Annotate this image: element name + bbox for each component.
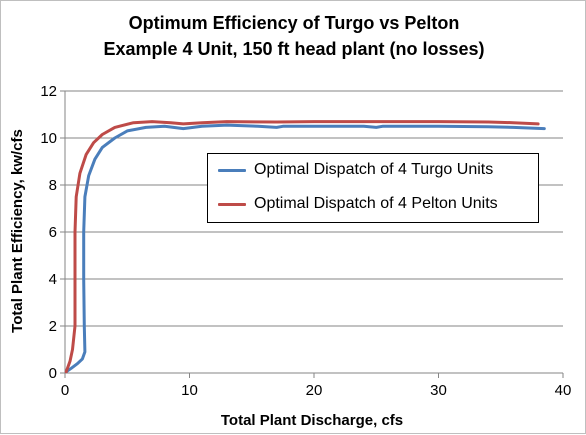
- turgo-series-line: [64, 123, 546, 374]
- series-layer: [64, 120, 546, 374]
- legend-swatch-turgo: [218, 168, 246, 172]
- chart-title: Optimum Efficiency of Turgo vs Pelton: [128, 13, 460, 33]
- legend-label-turgo: Optimal Dispatch of 4 Turgo Units: [254, 161, 494, 178]
- legend-label-pelton: Optimal Dispatch of 4 Pelton Units: [254, 195, 498, 212]
- x-tick-label-10: 10: [181, 382, 198, 399]
- y-tick-label-6: 6: [49, 224, 57, 241]
- y-tick-label-4: 4: [49, 271, 57, 288]
- legend-item-turgo: Optimal Dispatch of 4 Turgo Units: [218, 158, 493, 182]
- y-tick-label-0: 0: [49, 365, 57, 382]
- x-tick-label-40: 40: [555, 382, 572, 399]
- x-tick-label-30: 30: [430, 382, 447, 399]
- grid-layer: [65, 90, 563, 327]
- axis-layer: [60, 90, 564, 378]
- tick-label-layer: 0 2 4 6 8 10 12 0 10 20 30 40: [40, 83, 571, 399]
- x-tick-label-20: 20: [306, 382, 323, 399]
- x-tick-label-0: 0: [61, 382, 69, 399]
- y-tick-label-8: 8: [49, 177, 57, 194]
- y-axis-title: Total Plant Efficiency, kw/cfs: [9, 129, 26, 333]
- legend-swatch-pelton: [218, 202, 246, 206]
- y-tick-label-10: 10: [40, 130, 57, 147]
- chart-subtitle: Example 4 Unit, 150 ft head plant (no lo…: [103, 39, 485, 59]
- legend-item-pelton: Optimal Dispatch of 4 Pelton Units: [218, 192, 498, 216]
- legend: Optimal Dispatch of 4 Turgo Units Optima…: [207, 153, 539, 223]
- pelton-series-line: [64, 120, 540, 374]
- x-axis-title: Total Plant Discharge, cfs: [221, 412, 403, 429]
- y-tick-label-12: 12: [40, 83, 57, 100]
- y-tick-label-2: 2: [49, 318, 57, 335]
